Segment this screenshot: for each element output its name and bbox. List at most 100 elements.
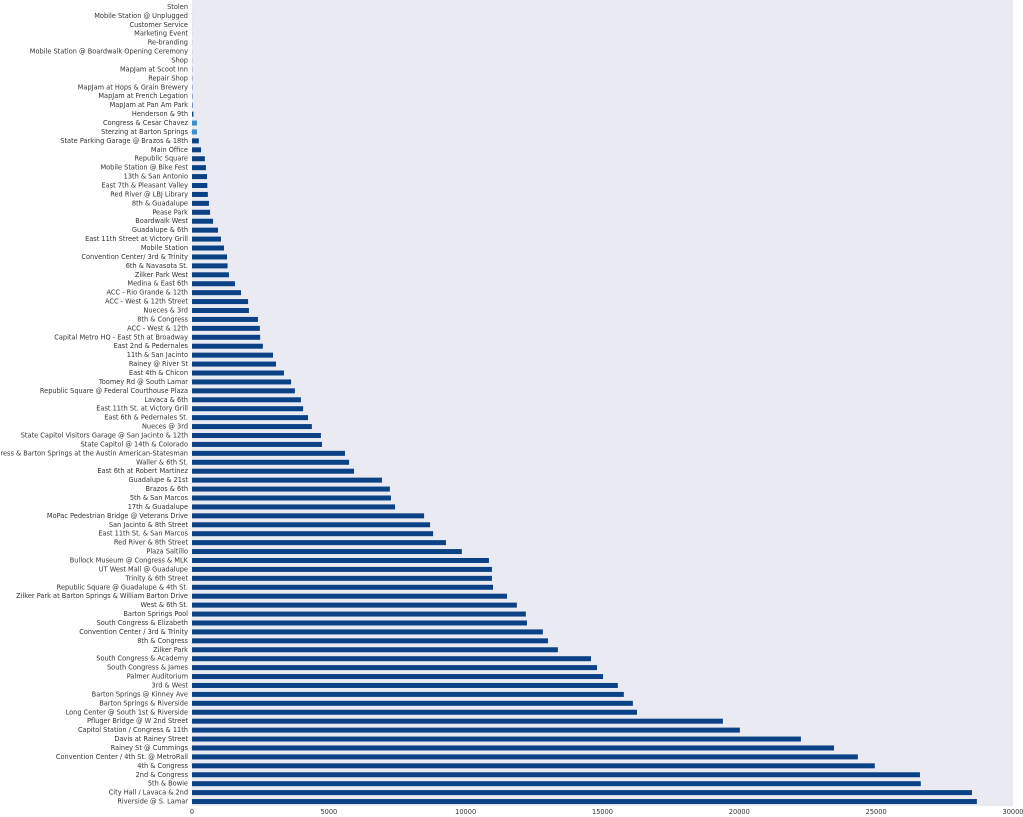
bar: [192, 156, 205, 162]
bar: [192, 165, 206, 171]
y-tick-label: 8th & Congress: [137, 315, 188, 323]
bar: [192, 790, 972, 796]
x-tick-label: 0: [190, 808, 194, 816]
y-tick-label: State Parking Garage @ Brazos & 18th: [60, 137, 188, 145]
y-tick-label: 3rd & West: [151, 681, 188, 689]
y-tick-label: Capitol Station / Congress & 11th: [78, 726, 188, 734]
bar: [192, 611, 526, 617]
y-tick-label: Marketing Event: [134, 30, 188, 38]
y-tick-label: Pfluger Bridge @ W 2nd Street: [87, 717, 188, 725]
bar: [192, 254, 228, 260]
y-tick-label: Repair Shop: [148, 74, 188, 82]
y-tick-label: Mobile Station @ Boardwalk Opening Cerem…: [30, 48, 188, 56]
bar: [192, 772, 920, 778]
bar: [192, 727, 740, 733]
bar: [192, 388, 295, 394]
bar: [192, 334, 261, 340]
y-tick-label: Brazos & 6th: [146, 485, 189, 493]
bar: [192, 218, 214, 224]
y-tick-label: UT West Mall @ Guadalupe: [99, 565, 188, 573]
bar: [192, 415, 309, 421]
bar: [192, 209, 211, 215]
bar: [192, 441, 322, 447]
y-tick-label: Davis at Rainey Street: [114, 735, 188, 743]
y-tick-label: East 11th Street at Victory Grill: [85, 235, 188, 243]
bar: [192, 200, 209, 206]
y-tick-label: Mobile Station: [141, 244, 188, 252]
y-tick-label: Nueces & 3rd: [143, 307, 188, 315]
y-tick-label: MapJam at French Legation: [98, 92, 188, 100]
y-tick-label: 11th & San Jacinto: [127, 351, 188, 359]
bar: [192, 602, 517, 608]
y-tick-label: Waller & 6th St.: [136, 458, 188, 466]
y-tick-label: Trinity & 6th Street: [124, 574, 188, 582]
y-tick-label: Medina & East 6th: [127, 280, 188, 288]
y-tick-label: 8th & Guadalupe: [132, 199, 188, 207]
y-tick-label: ACC - Rio Grande & 12th: [107, 289, 189, 297]
y-tick-label: Red River @ LBJ Library: [110, 190, 188, 198]
bar: [192, 709, 637, 715]
bar: [192, 245, 225, 251]
bar: [192, 700, 633, 706]
y-tick-label: East 6th & Pedernales St.: [104, 414, 188, 422]
bar: [192, 325, 260, 331]
bar: [192, 352, 274, 358]
bar: [192, 674, 604, 680]
bar: [192, 620, 527, 626]
y-tick-label: Main Office: [151, 146, 188, 154]
bar: [192, 477, 382, 483]
y-tick-label: Plaza Saltillo: [146, 548, 188, 556]
bar: [192, 647, 558, 653]
y-tick-label: Rainey St @ Cummings: [111, 744, 189, 752]
y-tick-label: Zilker Park at Barton Springs & William …: [16, 592, 188, 600]
bar: [192, 120, 197, 126]
bar: [192, 111, 194, 117]
bar: [192, 665, 598, 671]
y-tick-label: Pease Park: [152, 208, 188, 216]
y-tick-label: Zilker Park West: [135, 271, 189, 279]
bar: [192, 343, 263, 349]
y-tick-label: Republic Square @ Federal Courthouse Pla…: [40, 387, 188, 395]
bar: [192, 102, 193, 108]
bar: [192, 638, 549, 644]
bar: [192, 147, 202, 153]
y-tick-label: ACC - West & 12th: [127, 324, 188, 332]
bar: [192, 691, 624, 697]
bar: [192, 379, 292, 385]
y-tick-label: Toomey Rd @ South Lamar: [98, 378, 188, 386]
bar: [192, 656, 592, 662]
bar: [192, 781, 921, 787]
bar: [192, 513, 425, 519]
y-tick-label: Rainey @ River St: [129, 360, 189, 368]
bar: [192, 745, 835, 751]
y-tick-label: Republic Square @ Guadalupe & 4th St.: [57, 583, 188, 591]
y-tick-label: Barton Springs & Riverside: [99, 699, 188, 707]
y-tick-label: Riverside @ S. Lamar: [117, 798, 188, 806]
y-tick-label: Guadalupe & 21st: [128, 476, 188, 484]
bar: [192, 799, 977, 805]
bar: [192, 531, 434, 537]
y-tick-label: Boardwalk West: [135, 217, 188, 225]
bar: [192, 495, 391, 501]
y-tick-label: 13th & San Antonio: [124, 173, 188, 181]
bar: [192, 718, 723, 724]
y-tick-label: MapJam at Scoot Inn: [120, 65, 188, 73]
y-tick-label: State Capitol Visitors Garage @ San Jaci…: [21, 431, 188, 439]
y-tick-label: City Hall / Lavaca & 2nd: [109, 789, 188, 797]
y-tick-label: Henderson & 9th: [132, 110, 188, 118]
y-tick-label: East 2nd & Pedernales: [114, 342, 189, 350]
y-tick-label: Customer Service: [130, 21, 189, 29]
bar: [192, 736, 801, 742]
y-tick-label: Stolen: [167, 3, 188, 11]
y-tick-label: San Jacinto & 8th Street: [109, 521, 189, 529]
bar: [192, 754, 858, 760]
y-tick-label: East 6th at Robert Martinez: [97, 467, 188, 475]
y-tick-label: East 7th & Pleasant Valley: [101, 182, 188, 190]
bar: [192, 272, 229, 278]
y-tick-label: Mobile Station @ Unplugged: [94, 12, 188, 20]
y-tick-label: 5th & San Marcos: [130, 494, 189, 502]
bar: [192, 557, 489, 563]
bar: [192, 459, 350, 465]
y-tick-label: Palmer Auditorium: [127, 673, 188, 681]
y-tick-label: MapJam at Hops & Grain Brewery: [78, 83, 188, 91]
